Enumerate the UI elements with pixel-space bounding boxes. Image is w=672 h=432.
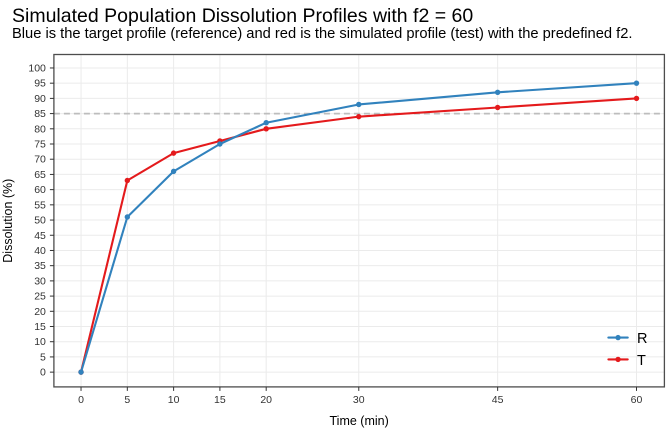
svg-text:20: 20 (34, 306, 46, 318)
svg-text:30: 30 (34, 275, 46, 287)
svg-text:T: T (637, 353, 646, 369)
svg-text:10: 10 (34, 336, 46, 348)
svg-text:15: 15 (214, 394, 226, 406)
svg-text:80: 80 (34, 123, 46, 135)
svg-text:45: 45 (492, 394, 504, 406)
svg-text:25: 25 (34, 291, 46, 303)
svg-text:60: 60 (631, 394, 643, 406)
svg-text:85: 85 (34, 108, 46, 120)
svg-text:40: 40 (34, 245, 46, 257)
svg-text:65: 65 (34, 169, 46, 181)
svg-text:R: R (637, 331, 647, 347)
svg-text:5: 5 (40, 351, 46, 363)
svg-text:35: 35 (34, 260, 46, 272)
svg-text:Time (min): Time (min) (330, 414, 389, 428)
svg-text:95: 95 (34, 78, 46, 90)
svg-text:45: 45 (34, 230, 46, 242)
svg-text:100: 100 (28, 62, 46, 74)
svg-text:Dissolution (%): Dissolution (%) (1, 179, 15, 263)
svg-text:90: 90 (34, 93, 46, 105)
svg-text:0: 0 (40, 367, 46, 379)
svg-text:30: 30 (353, 394, 365, 406)
svg-text:10: 10 (168, 394, 180, 406)
svg-text:0: 0 (78, 394, 84, 406)
svg-text:70: 70 (34, 154, 46, 166)
svg-text:55: 55 (34, 199, 46, 211)
svg-text:60: 60 (34, 184, 46, 196)
svg-text:20: 20 (260, 394, 272, 406)
svg-text:15: 15 (34, 321, 46, 333)
svg-text:5: 5 (124, 394, 130, 406)
svg-text:50: 50 (34, 215, 46, 227)
svg-text:75: 75 (34, 139, 46, 151)
